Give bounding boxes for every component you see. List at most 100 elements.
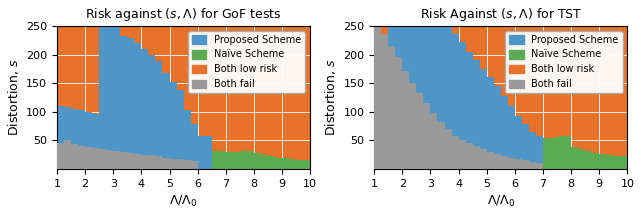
Bar	[78, 110, 85, 146]
Bar	[148, 155, 156, 169]
Bar	[113, 27, 120, 151]
Bar	[438, 121, 445, 169]
Bar	[388, 26, 396, 46]
Bar	[191, 124, 198, 161]
Bar	[613, 156, 620, 169]
Bar	[254, 153, 261, 169]
Bar	[557, 136, 571, 169]
Bar	[282, 158, 289, 169]
Bar	[120, 152, 127, 169]
Bar	[529, 162, 536, 169]
Bar	[78, 146, 85, 169]
Bar	[120, 36, 127, 152]
Bar	[501, 96, 508, 156]
Bar	[57, 143, 64, 169]
Bar	[522, 124, 529, 160]
Bar	[431, 26, 438, 113]
Bar	[536, 163, 543, 169]
Bar	[487, 152, 494, 169]
Bar	[466, 143, 473, 169]
Bar	[127, 153, 134, 169]
Bar	[459, 42, 466, 140]
Bar	[177, 159, 184, 169]
Bar	[396, 57, 403, 169]
Bar	[261, 155, 268, 169]
Bar	[170, 159, 177, 169]
Bar	[445, 27, 452, 129]
Bar	[480, 69, 487, 149]
Bar	[99, 149, 106, 169]
Bar	[452, 34, 459, 136]
Y-axis label: Distortion, $s$: Distortion, $s$	[323, 59, 338, 136]
Bar	[487, 77, 494, 152]
Bar	[388, 46, 396, 169]
Bar	[163, 158, 170, 169]
Bar	[289, 159, 296, 169]
Bar	[71, 144, 78, 169]
Bar	[529, 132, 536, 162]
Bar	[620, 157, 627, 169]
Bar	[410, 83, 417, 169]
Bar	[515, 159, 522, 169]
Bar	[141, 155, 148, 169]
Bar	[92, 148, 99, 169]
Bar	[410, 26, 417, 83]
Bar	[303, 160, 310, 169]
Bar	[494, 86, 501, 154]
Bar	[585, 151, 592, 169]
Bar	[184, 160, 191, 169]
Bar	[536, 136, 543, 163]
Bar	[170, 82, 177, 159]
Bar	[606, 155, 613, 169]
Bar	[141, 49, 148, 155]
Bar	[466, 52, 473, 143]
Bar	[191, 161, 198, 169]
Bar	[473, 146, 480, 169]
Bar	[113, 151, 120, 169]
Bar	[296, 160, 303, 169]
Title: Risk against $(s, \Lambda)$ for GoF tests: Risk against $(s, \Lambda)$ for GoF test…	[85, 6, 282, 23]
Bar	[85, 147, 92, 169]
Bar	[156, 61, 163, 157]
Bar	[212, 151, 226, 169]
Bar	[134, 43, 141, 154]
Bar	[501, 156, 508, 169]
Bar	[403, 26, 410, 71]
Bar	[226, 152, 240, 169]
Bar	[148, 55, 156, 155]
Bar	[64, 107, 71, 140]
Bar	[268, 156, 275, 169]
Title: Risk Against $(s, \Lambda)$ for TST: Risk Against $(s, \Lambda)$ for TST	[420, 6, 582, 23]
X-axis label: $\Lambda/\Lambda_0$: $\Lambda/\Lambda_0$	[486, 194, 515, 209]
Bar	[177, 90, 184, 159]
Bar	[417, 26, 424, 94]
Bar	[64, 140, 71, 169]
Bar	[275, 158, 282, 169]
Bar	[163, 73, 170, 158]
Bar	[508, 158, 515, 169]
Bar	[134, 154, 141, 169]
Bar	[99, 26, 106, 149]
Bar	[127, 38, 134, 153]
Bar	[480, 149, 487, 169]
Bar	[571, 147, 578, 169]
Bar	[424, 103, 431, 169]
Legend: Proposed Scheme, Naïve Scheme, Both low risk, Both fail: Proposed Scheme, Naïve Scheme, Both low …	[505, 31, 623, 93]
Bar	[85, 112, 92, 147]
Bar	[515, 116, 522, 159]
Bar	[473, 60, 480, 146]
Y-axis label: Distortion, $s$: Distortion, $s$	[6, 59, 20, 136]
Bar	[543, 138, 557, 169]
Bar	[240, 151, 254, 169]
Bar	[578, 149, 585, 169]
Bar	[522, 160, 529, 169]
Bar	[592, 153, 599, 169]
Bar	[599, 154, 606, 169]
Bar	[438, 26, 445, 121]
Bar	[381, 34, 388, 169]
Bar	[417, 94, 424, 169]
Bar	[106, 26, 113, 150]
Bar	[106, 150, 113, 169]
Bar	[184, 110, 191, 160]
Bar	[445, 129, 452, 169]
